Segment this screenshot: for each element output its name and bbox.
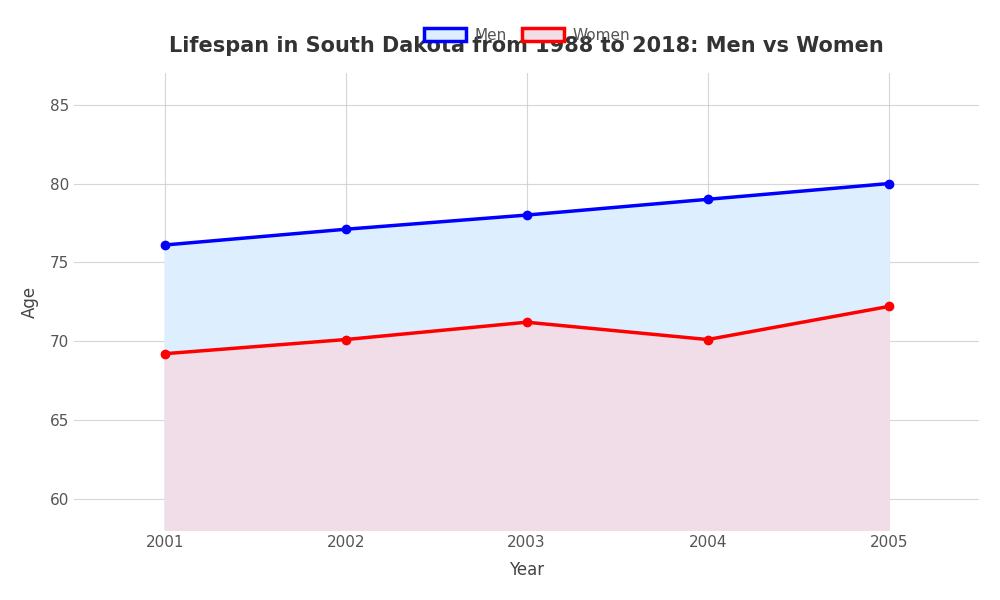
Title: Lifespan in South Dakota from 1988 to 2018: Men vs Women: Lifespan in South Dakota from 1988 to 20…: [169, 37, 884, 56]
X-axis label: Year: Year: [509, 561, 544, 579]
Legend: Men, Women: Men, Women: [418, 22, 636, 49]
Y-axis label: Age: Age: [21, 286, 39, 318]
